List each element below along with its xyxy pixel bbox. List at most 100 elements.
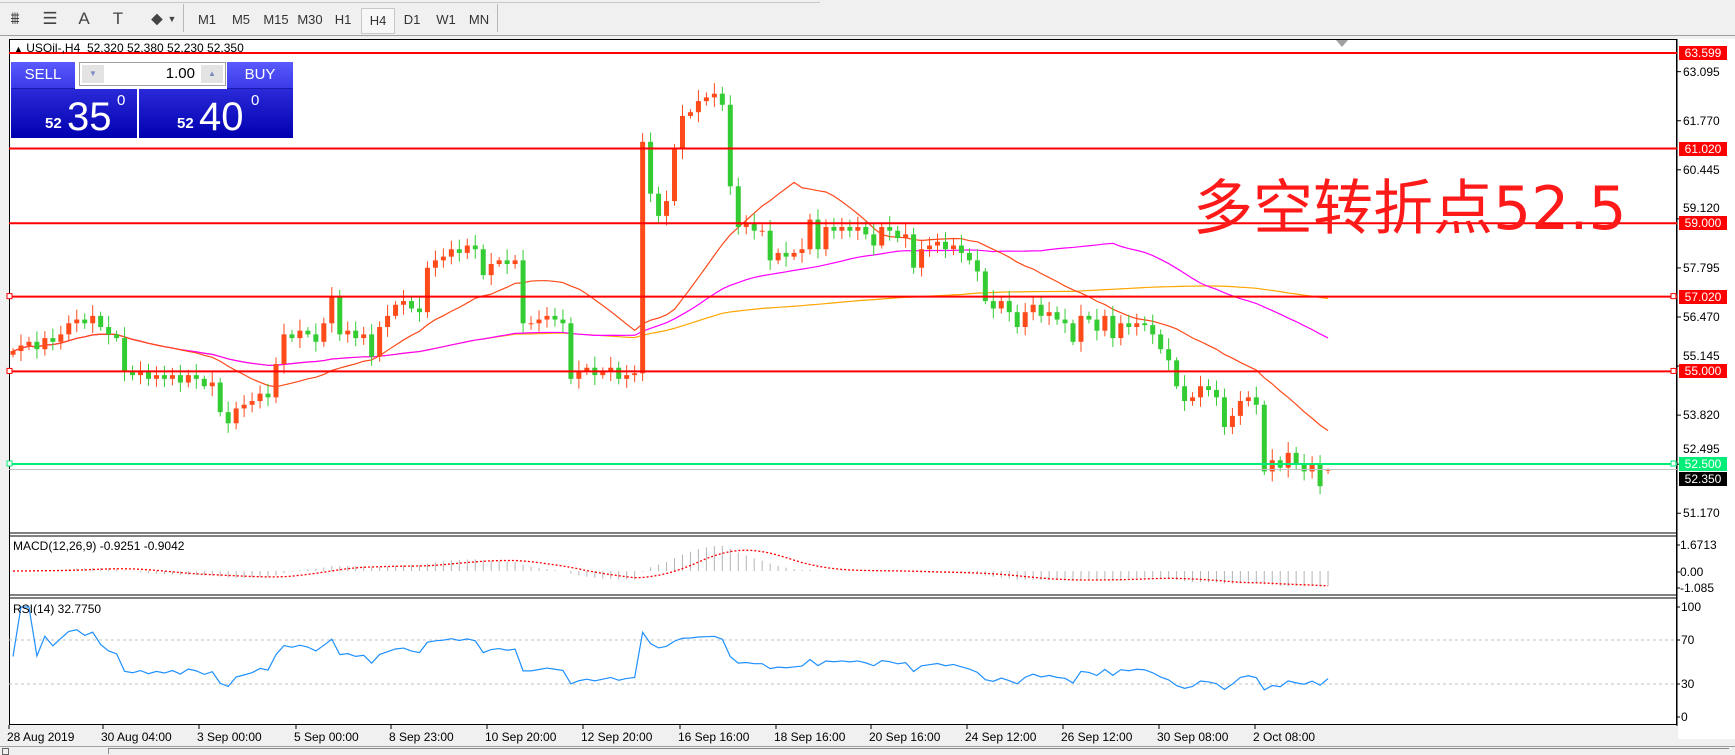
candle-body bbox=[679, 115, 685, 150]
level-price-label[interactable]: 59.000 bbox=[1679, 216, 1727, 230]
text-icon[interactable]: A bbox=[78, 9, 90, 28]
candle-body bbox=[1086, 315, 1092, 320]
candle-body bbox=[1022, 312, 1028, 327]
time-axis-label: 26 Sep 12:00 bbox=[1061, 730, 1133, 744]
buy-price[interactable]: 52 40 0 bbox=[139, 89, 293, 139]
dropdown-arrow-icon[interactable]: ▼ bbox=[167, 14, 177, 24]
level-anchor-handle bbox=[6, 367, 13, 374]
candle-body bbox=[209, 382, 215, 387]
level-price-label[interactable]: 52.500 bbox=[1679, 457, 1727, 471]
level-price-label[interactable]: 63.599 bbox=[1679, 46, 1727, 60]
level-price-label[interactable]: 57.020 bbox=[1679, 290, 1727, 304]
lot-size-input[interactable]: ▼ 1.00 ▲ bbox=[79, 62, 226, 86]
fibonacci-lines-icon[interactable]: ☰ bbox=[42, 9, 58, 28]
candle-body bbox=[313, 334, 319, 342]
sell-button[interactable]: SELL bbox=[11, 62, 75, 89]
candle-body bbox=[1245, 397, 1251, 402]
candle-body bbox=[1038, 304, 1044, 316]
buy-price-fraction: 0 bbox=[251, 92, 260, 109]
candle-body bbox=[345, 330, 351, 335]
candle-body bbox=[377, 326, 383, 357]
candle-body bbox=[775, 252, 781, 261]
candle-body bbox=[759, 230, 765, 232]
candle-body bbox=[122, 338, 128, 372]
level-anchor-handle bbox=[1670, 293, 1677, 300]
candle-body bbox=[616, 367, 622, 379]
candle-body bbox=[225, 412, 231, 424]
chart-annotation-text[interactable]: 多空转折点52.5 bbox=[1193, 174, 1627, 244]
timeframe-m15[interactable]: M15 bbox=[263, 12, 289, 27]
timeframe-w1[interactable]: W1 bbox=[436, 12, 456, 27]
candle-body bbox=[1237, 401, 1243, 416]
candle-body bbox=[1134, 323, 1140, 327]
ma-mid-line bbox=[12, 242, 1329, 366]
candle-body bbox=[424, 267, 430, 313]
candle-body bbox=[927, 245, 933, 250]
time-axis-label: 3 Sep 00:00 bbox=[197, 730, 262, 744]
scroll-button[interactable] bbox=[2, 748, 9, 755]
candle-body bbox=[385, 315, 391, 327]
level-price-label[interactable]: 55.000 bbox=[1679, 364, 1727, 378]
candle-body bbox=[177, 375, 183, 383]
timeframe-mn[interactable]: MN bbox=[468, 12, 490, 27]
horizontal-scrollbar[interactable] bbox=[108, 748, 1729, 754]
candle-body bbox=[887, 227, 893, 231]
candle-body bbox=[464, 245, 470, 253]
candle-body bbox=[1261, 404, 1267, 472]
timeframe-m30[interactable]: M30 bbox=[297, 12, 323, 27]
candle-body bbox=[1285, 452, 1291, 468]
text-label-icon[interactable]: T bbox=[112, 9, 124, 28]
candle-body bbox=[249, 401, 255, 405]
macd-label: MACD(12,26,9) -0.9251 -0.9042 bbox=[13, 539, 185, 553]
candle-body bbox=[1213, 389, 1219, 398]
macd-axis-label: 1.6713 bbox=[1680, 538, 1717, 552]
candle-body bbox=[879, 227, 885, 246]
candle-body bbox=[34, 341, 40, 350]
candle-body bbox=[1317, 463, 1323, 487]
level-price-label[interactable]: 61.020 bbox=[1679, 142, 1727, 156]
candle-body bbox=[735, 186, 741, 228]
candle-body bbox=[416, 308, 422, 313]
candle-body bbox=[1206, 386, 1211, 390]
candle-body bbox=[576, 371, 582, 379]
candle-body bbox=[233, 408, 239, 424]
sell-price[interactable]: 52 35 0 bbox=[11, 89, 137, 139]
candle-body bbox=[432, 260, 438, 268]
candle-body bbox=[1293, 452, 1299, 464]
lot-increase-button[interactable]: ▲ bbox=[201, 65, 223, 83]
candle-body bbox=[337, 297, 343, 335]
candle-body bbox=[966, 252, 972, 261]
candle-body bbox=[632, 373, 638, 376]
buy-button[interactable]: BUY bbox=[227, 62, 293, 89]
rsi-axis-label: 70 bbox=[1681, 633, 1695, 647]
timeframe-h1[interactable]: H1 bbox=[334, 12, 352, 27]
candle-body bbox=[791, 252, 797, 257]
timeframe-m5[interactable]: M5 bbox=[231, 12, 251, 27]
chart-window[interactable] bbox=[9, 39, 1677, 725]
candle-body bbox=[401, 301, 407, 305]
timeframe-d1[interactable]: D1 bbox=[403, 12, 421, 27]
collapse-triangle-icon[interactable]: ▲ bbox=[14, 44, 23, 54]
candle-body bbox=[839, 227, 845, 231]
candle-body bbox=[153, 375, 159, 379]
candle-body bbox=[26, 341, 32, 346]
candle-body bbox=[990, 301, 996, 309]
candle-body bbox=[536, 319, 542, 324]
candle-body bbox=[257, 393, 263, 402]
price-tick-label: 60.445 bbox=[1683, 163, 1720, 177]
candle-body bbox=[1301, 463, 1307, 472]
timeframe-h4[interactable]: H4 bbox=[361, 8, 395, 34]
fibonacci-fan-icon[interactable]: ⩩ bbox=[10, 9, 20, 28]
lot-decrease-button[interactable]: ▼ bbox=[82, 65, 104, 83]
candle-body bbox=[241, 404, 247, 409]
candle-body bbox=[783, 252, 789, 257]
candle-body bbox=[974, 260, 980, 272]
arrows-icon[interactable]: ⬥ bbox=[151, 9, 163, 28]
timeframe-m1[interactable]: M1 bbox=[197, 12, 217, 27]
level-anchor-handle bbox=[1670, 460, 1677, 467]
candle-body bbox=[711, 93, 717, 98]
candle-body bbox=[145, 371, 151, 379]
candle-body bbox=[648, 141, 654, 194]
candle-body bbox=[584, 367, 590, 372]
candle-body bbox=[488, 264, 494, 276]
